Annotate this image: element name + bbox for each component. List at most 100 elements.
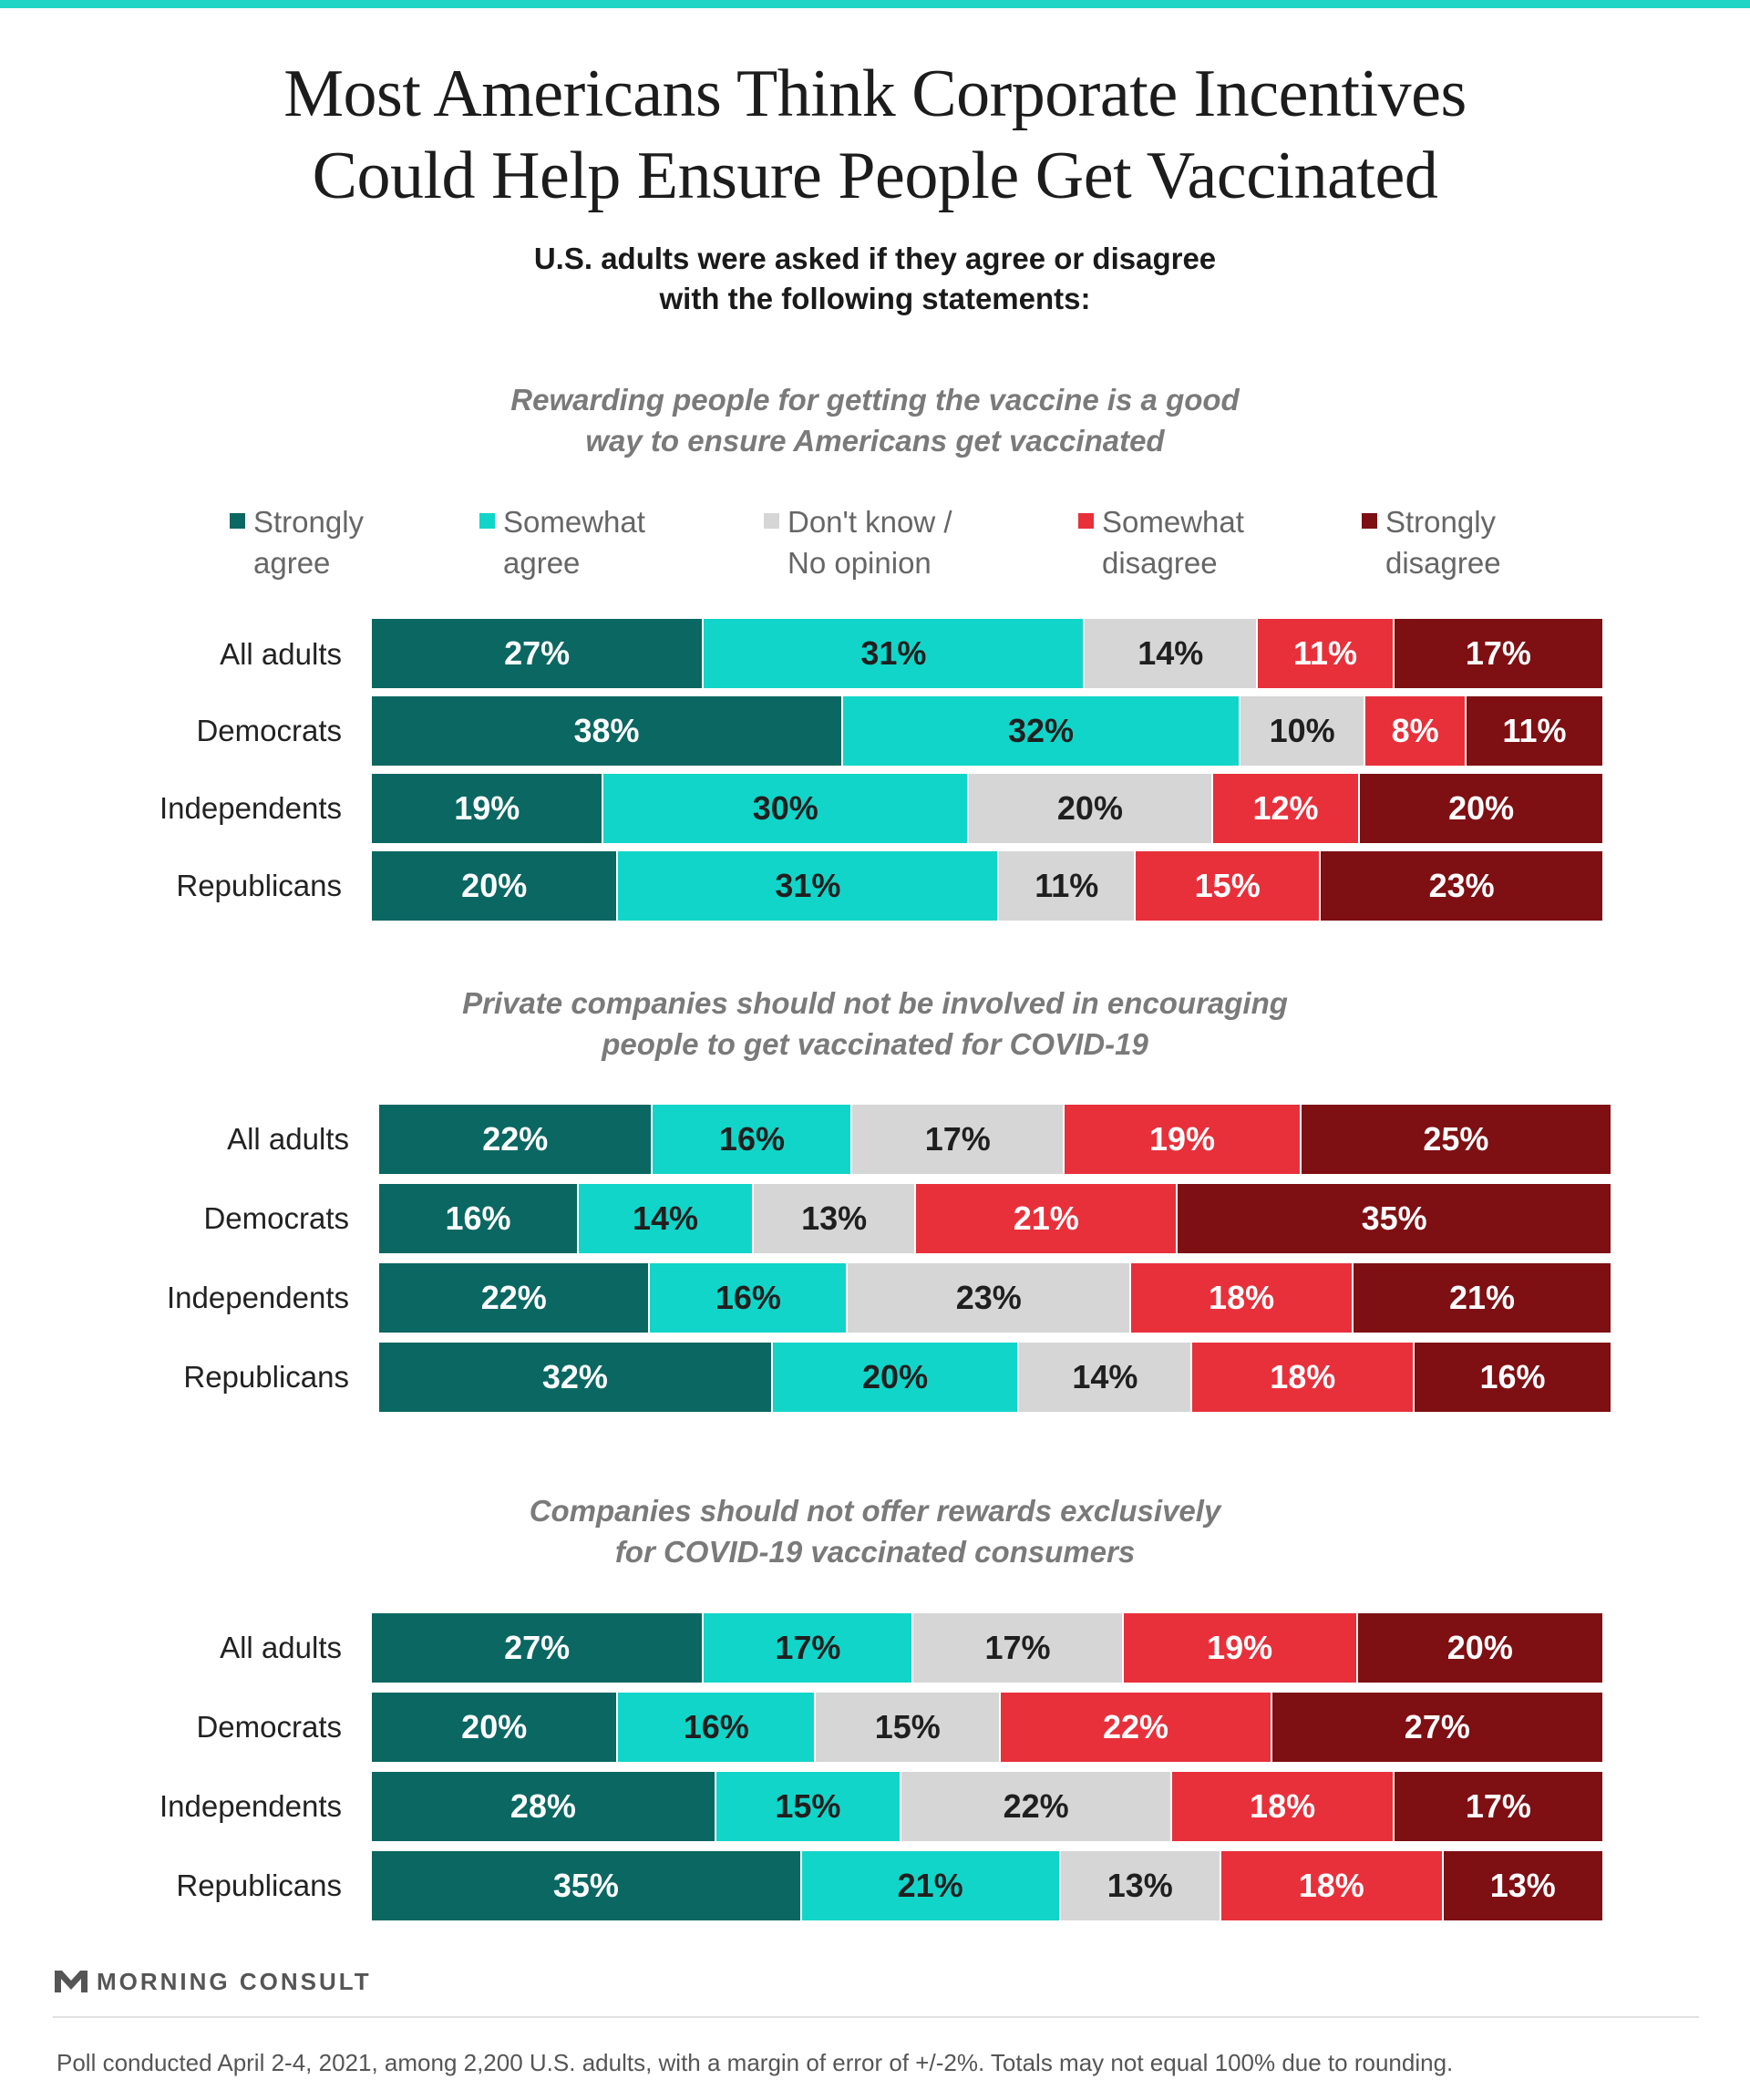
data-label: 19% <box>1148 1120 1215 1158</box>
data-label: 32% <box>1007 712 1075 749</box>
row-label-republicans: Republicans <box>176 869 342 902</box>
bar-segment-somewhat-agree: 31% <box>702 619 1084 688</box>
data-label: 13% <box>801 1199 868 1237</box>
legend-label: disagree <box>1102 546 1218 580</box>
legend-swatch <box>1362 513 1377 529</box>
data-label: 11% <box>1035 867 1099 904</box>
data-label: 17% <box>1465 1787 1531 1825</box>
bar-segment-somewhat-agree: 32% <box>841 696 1239 766</box>
stacked-bar: 28% 15% 22% 18% 17% <box>372 1772 1602 1841</box>
data-label: 21% <box>1448 1279 1515 1316</box>
row-label-democrats: Democrats <box>203 1201 349 1235</box>
data-label: 22% <box>482 1120 549 1158</box>
data-label: 18% <box>1298 1867 1364 1904</box>
data-label: 31% <box>775 867 841 904</box>
bar-segment-strongly-disagree: 20% <box>1358 774 1603 843</box>
bar-segment-somewhat-agree: 16% <box>616 1693 815 1762</box>
bar-segment-dont-know: 14% <box>1083 619 1257 688</box>
stacked-bar: 27% 31% 14% 11% 17% <box>372 619 1602 688</box>
bar-segment-somewhat-agree: 31% <box>616 851 998 921</box>
data-label: 16% <box>718 1120 785 1158</box>
bar-segment-somewhat-disagree: 18% <box>1219 1851 1442 1920</box>
legend-swatch <box>1078 513 1094 529</box>
bar-segment-dont-know: 20% <box>967 774 1211 843</box>
data-label: 31% <box>860 634 927 672</box>
subtitle-line: with the following statements: <box>659 282 1091 315</box>
bar-segment-dont-know: 17% <box>850 1105 1064 1174</box>
question-title-3: Companies should not offer rewards exclu… <box>0 1490 1750 1572</box>
bar-segment-strongly-agree: 38% <box>372 696 842 766</box>
bar-segment-somewhat-disagree: 21% <box>914 1184 1177 1253</box>
data-label: 21% <box>897 1867 963 1904</box>
bar-segment-strongly-agree: 28% <box>372 1772 715 1841</box>
row-label-republicans: Republicans <box>183 1360 349 1394</box>
bar-segment-strongly-disagree: 17% <box>1392 1772 1602 1841</box>
legend-label: Somewhat <box>1102 505 1244 539</box>
data-label: 19% <box>1207 1629 1273 1666</box>
data-label: 35% <box>1361 1199 1427 1237</box>
bar-segment-somewhat-agree: 15% <box>714 1772 901 1841</box>
data-label: 18% <box>1209 1279 1275 1316</box>
row-label-all-adults: All adults <box>227 1122 349 1156</box>
bar-segment-somewhat-disagree: 19% <box>1121 1613 1356 1683</box>
footnote: Poll conducted April 2-4, 2021, among 2,… <box>57 2049 1454 2076</box>
stacked-bar: 20% 31% 11% 15% 23% <box>372 851 1602 921</box>
bar-segment-dont-know: 14% <box>1017 1343 1191 1412</box>
bar-segment-strongly-disagree: 11% <box>1464 696 1602 766</box>
stacked-bar: 32% 20% 14% 18% 16% <box>379 1343 1611 1412</box>
data-label: 21% <box>1013 1199 1079 1237</box>
data-label: 27% <box>1404 1708 1470 1745</box>
legend-label: No opinion <box>788 546 932 580</box>
data-label: 20% <box>1446 1629 1513 1666</box>
data-label: 20% <box>1056 789 1123 827</box>
question-title-line: people to get vaccinated for COVID-19 <box>602 1027 1148 1061</box>
morning-consult-logo-icon <box>55 1971 88 1992</box>
bar-segment-strongly-agree: 22% <box>379 1105 652 1174</box>
legend-label: agree <box>503 546 581 580</box>
stacked-bar: 22% 16% 23% 18% 21% <box>379 1263 1611 1333</box>
stacked-bar: 19% 30% 20% 12% 20% <box>372 774 1603 843</box>
data-label: 20% <box>862 1358 929 1395</box>
legend-label: Strongly <box>1385 505 1497 539</box>
bar-segment-strongly-disagree: 23% <box>1319 851 1602 921</box>
bar-segment-somewhat-agree: 17% <box>702 1613 912 1683</box>
stacked-bar: 27% 17% 17% 19% 20% <box>372 1613 1603 1683</box>
bar-segment-strongly-disagree: 27% <box>1270 1693 1602 1762</box>
stacked-bar: 16% 14% 13% 21% 35% <box>379 1184 1611 1253</box>
data-label: 17% <box>984 1629 1051 1666</box>
bar-segment-strongly-agree: 19% <box>372 774 602 843</box>
bar-segment-strongly-disagree: 13% <box>1441 1851 1602 1920</box>
data-label: 12% <box>1252 789 1319 827</box>
data-label: 15% <box>874 1708 941 1745</box>
data-label: 27% <box>504 1629 571 1666</box>
bar-segment-somewhat-agree: 16% <box>651 1105 851 1174</box>
bar-segment-somewhat-disagree: 18% <box>1190 1343 1414 1412</box>
bar-segment-somewhat-agree: 30% <box>602 774 968 843</box>
top-accent-bar <box>0 0 1750 8</box>
row-label-republicans: Republicans <box>176 1868 342 1902</box>
question-title-line: Rewarding people for getting the vaccine… <box>510 383 1240 417</box>
stacked-bar: 35% 21% 13% 18% 13% <box>372 1851 1602 1920</box>
data-label: 20% <box>1448 789 1515 827</box>
legend-swatch <box>764 513 779 529</box>
title-line: Most Americans Think Corporate Incentive… <box>283 57 1467 131</box>
data-label: 30% <box>752 789 818 827</box>
bar-segment-strongly-agree: 20% <box>372 851 617 921</box>
title-line: Could Help Ensure People Get Vaccinated <box>312 139 1438 213</box>
data-label: 23% <box>1428 867 1495 904</box>
data-label: 16% <box>445 1199 511 1237</box>
legend-label: disagree <box>1385 546 1501 580</box>
data-label: 14% <box>632 1199 699 1237</box>
stacked-bar: 20% 16% 15% 22% 27% <box>372 1693 1602 1762</box>
data-label: 16% <box>1479 1358 1546 1395</box>
bar-segment-somewhat-disagree: 11% <box>1256 619 1393 688</box>
question-title-2: Private companies should not be involved… <box>0 983 1750 1065</box>
row-label-all-adults: All adults <box>220 1631 342 1664</box>
bar-segment-strongly-agree: 20% <box>372 1693 617 1762</box>
data-label: 14% <box>1138 634 1204 672</box>
stacked-bar: 22% 16% 17% 19% 25% <box>379 1105 1611 1174</box>
row-label-democrats: Democrats <box>196 714 342 747</box>
bar-segment-somewhat-disagree: 19% <box>1063 1105 1300 1174</box>
bar-segment-dont-know: 13% <box>1058 1851 1220 1920</box>
data-label: 17% <box>1465 634 1531 672</box>
